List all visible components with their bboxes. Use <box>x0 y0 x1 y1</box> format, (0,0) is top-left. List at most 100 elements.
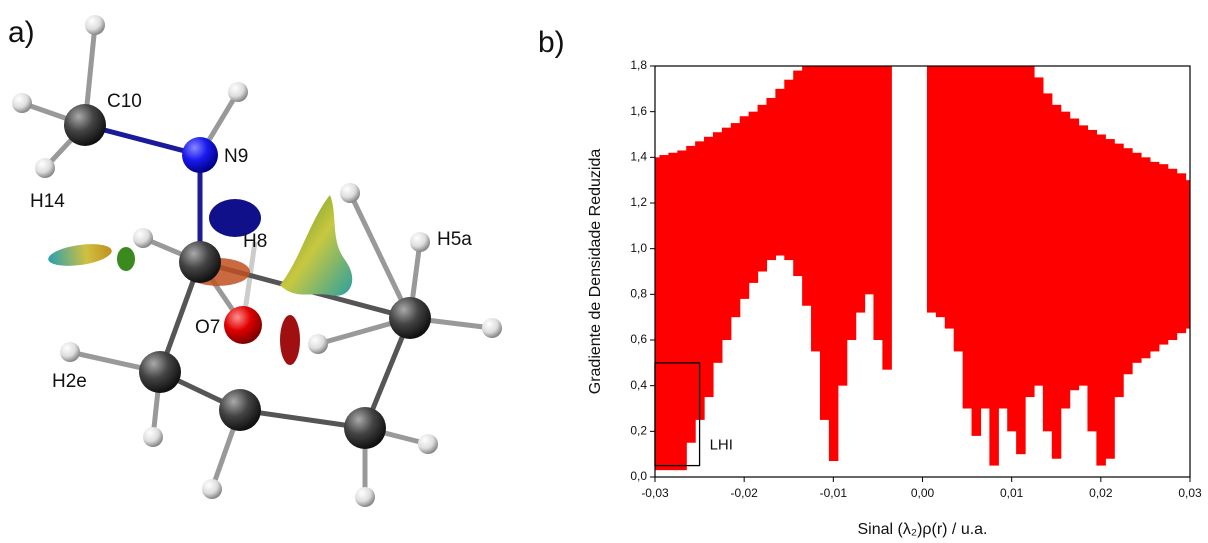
point-cloud <box>1016 66 1026 455</box>
point-cloud <box>704 136 714 398</box>
atom <box>143 427 163 447</box>
atom <box>482 318 502 338</box>
point-cloud <box>944 66 955 329</box>
point-cloud <box>793 70 803 277</box>
point-cloud <box>1060 111 1071 409</box>
atom <box>355 487 375 507</box>
point-cloud <box>998 66 1008 409</box>
atom <box>182 137 218 173</box>
atom-label: H2e <box>52 371 87 392</box>
point-cloud <box>1105 139 1115 459</box>
point-cloud <box>953 66 964 352</box>
x-tick-label: 0,03 <box>1178 486 1202 500</box>
point-cloud <box>1042 93 1053 432</box>
point-cloud <box>712 132 723 363</box>
point-cloud <box>1007 66 1017 432</box>
isosurface <box>280 195 353 296</box>
point-cloud <box>926 66 937 313</box>
point-cloud <box>1132 152 1142 363</box>
plot: 0,0 0,2 0,4 0,6 0,8 1,0 1,2 1,4 1,6 1,8 -0,03 -0,02… <box>587 58 1202 538</box>
panel-label: b) <box>538 26 565 59</box>
isosurface <box>280 315 300 365</box>
annotation-box <box>654 362 701 467</box>
point-cloud <box>757 104 768 272</box>
point-cloud <box>1167 168 1178 340</box>
panel-label: a) <box>8 16 35 49</box>
point-cloud <box>811 66 821 352</box>
y-tick-label: 1,4 <box>630 150 647 164</box>
point-cloud <box>775 88 785 256</box>
y-tick-label: 0,0 <box>630 469 647 483</box>
y-tick-label: 1,8 <box>630 58 647 72</box>
atom-label: H8 <box>243 231 267 252</box>
atom <box>133 228 153 248</box>
point-cloud <box>1025 66 1035 398</box>
atom <box>418 434 438 454</box>
point-cloud <box>766 97 776 261</box>
point-cloud <box>980 66 990 409</box>
y-tick-label: 0,4 <box>630 378 647 392</box>
annotation-label: LHI <box>710 437 733 454</box>
x-tick-label: -0,02 <box>730 486 758 500</box>
point-cloud <box>935 66 946 318</box>
atom <box>35 158 55 178</box>
point-cloud <box>971 66 982 436</box>
y-tick-label: 0,8 <box>630 287 647 301</box>
point-cloud <box>677 150 687 471</box>
bond <box>347 191 413 320</box>
bond <box>239 407 366 431</box>
isosurface <box>117 247 135 271</box>
point-cloud <box>1033 77 1044 386</box>
point-cloud <box>686 145 696 443</box>
atom <box>308 334 328 354</box>
point-cloud <box>1069 118 1080 391</box>
point-cloud <box>846 66 857 340</box>
x-tick-label: 0,00 <box>911 486 935 500</box>
point-cloud <box>695 141 705 420</box>
atom-label: H5a <box>437 229 472 250</box>
data-layer <box>655 66 1190 471</box>
isosurface <box>48 244 112 266</box>
point-cloud <box>802 66 812 306</box>
point-cloud <box>1158 164 1169 345</box>
point-cloud <box>989 66 999 466</box>
atom <box>202 479 222 499</box>
atom <box>139 351 181 393</box>
point-cloud <box>730 123 741 318</box>
atom <box>340 183 360 203</box>
point-cloud <box>864 66 875 295</box>
point-cloud <box>748 111 759 283</box>
point-cloud <box>837 66 848 386</box>
point-cloud <box>1149 161 1160 352</box>
point-cloud <box>659 155 669 471</box>
atom <box>228 82 248 102</box>
point-cloud <box>1185 180 1190 329</box>
atom-label: N9 <box>224 146 248 167</box>
point-cloud <box>882 66 892 370</box>
atom-label: H14 <box>30 191 65 212</box>
point-cloud <box>1176 173 1187 334</box>
point-cloud <box>1096 134 1106 466</box>
atom <box>64 104 106 146</box>
atom-label: C10 <box>107 91 142 112</box>
point-cloud <box>739 116 750 299</box>
atom <box>410 232 430 252</box>
x-tick-label: 0,02 <box>1089 486 1113 500</box>
atom <box>344 407 386 449</box>
y-tick-label: 1,6 <box>630 104 647 118</box>
point-cloud <box>1087 129 1097 432</box>
y-tick-label: 0,2 <box>630 424 647 438</box>
point-cloud <box>1078 125 1089 386</box>
point-cloud <box>721 127 732 341</box>
atom <box>60 342 80 362</box>
point-cloud <box>784 79 794 261</box>
x-tick-label: -0,01 <box>820 486 848 500</box>
point-cloud <box>819 66 830 420</box>
atom <box>219 389 261 431</box>
y-tick-label: 1,2 <box>630 195 647 209</box>
atom <box>85 15 105 35</box>
point-cloud <box>828 66 839 462</box>
atom <box>179 241 221 283</box>
